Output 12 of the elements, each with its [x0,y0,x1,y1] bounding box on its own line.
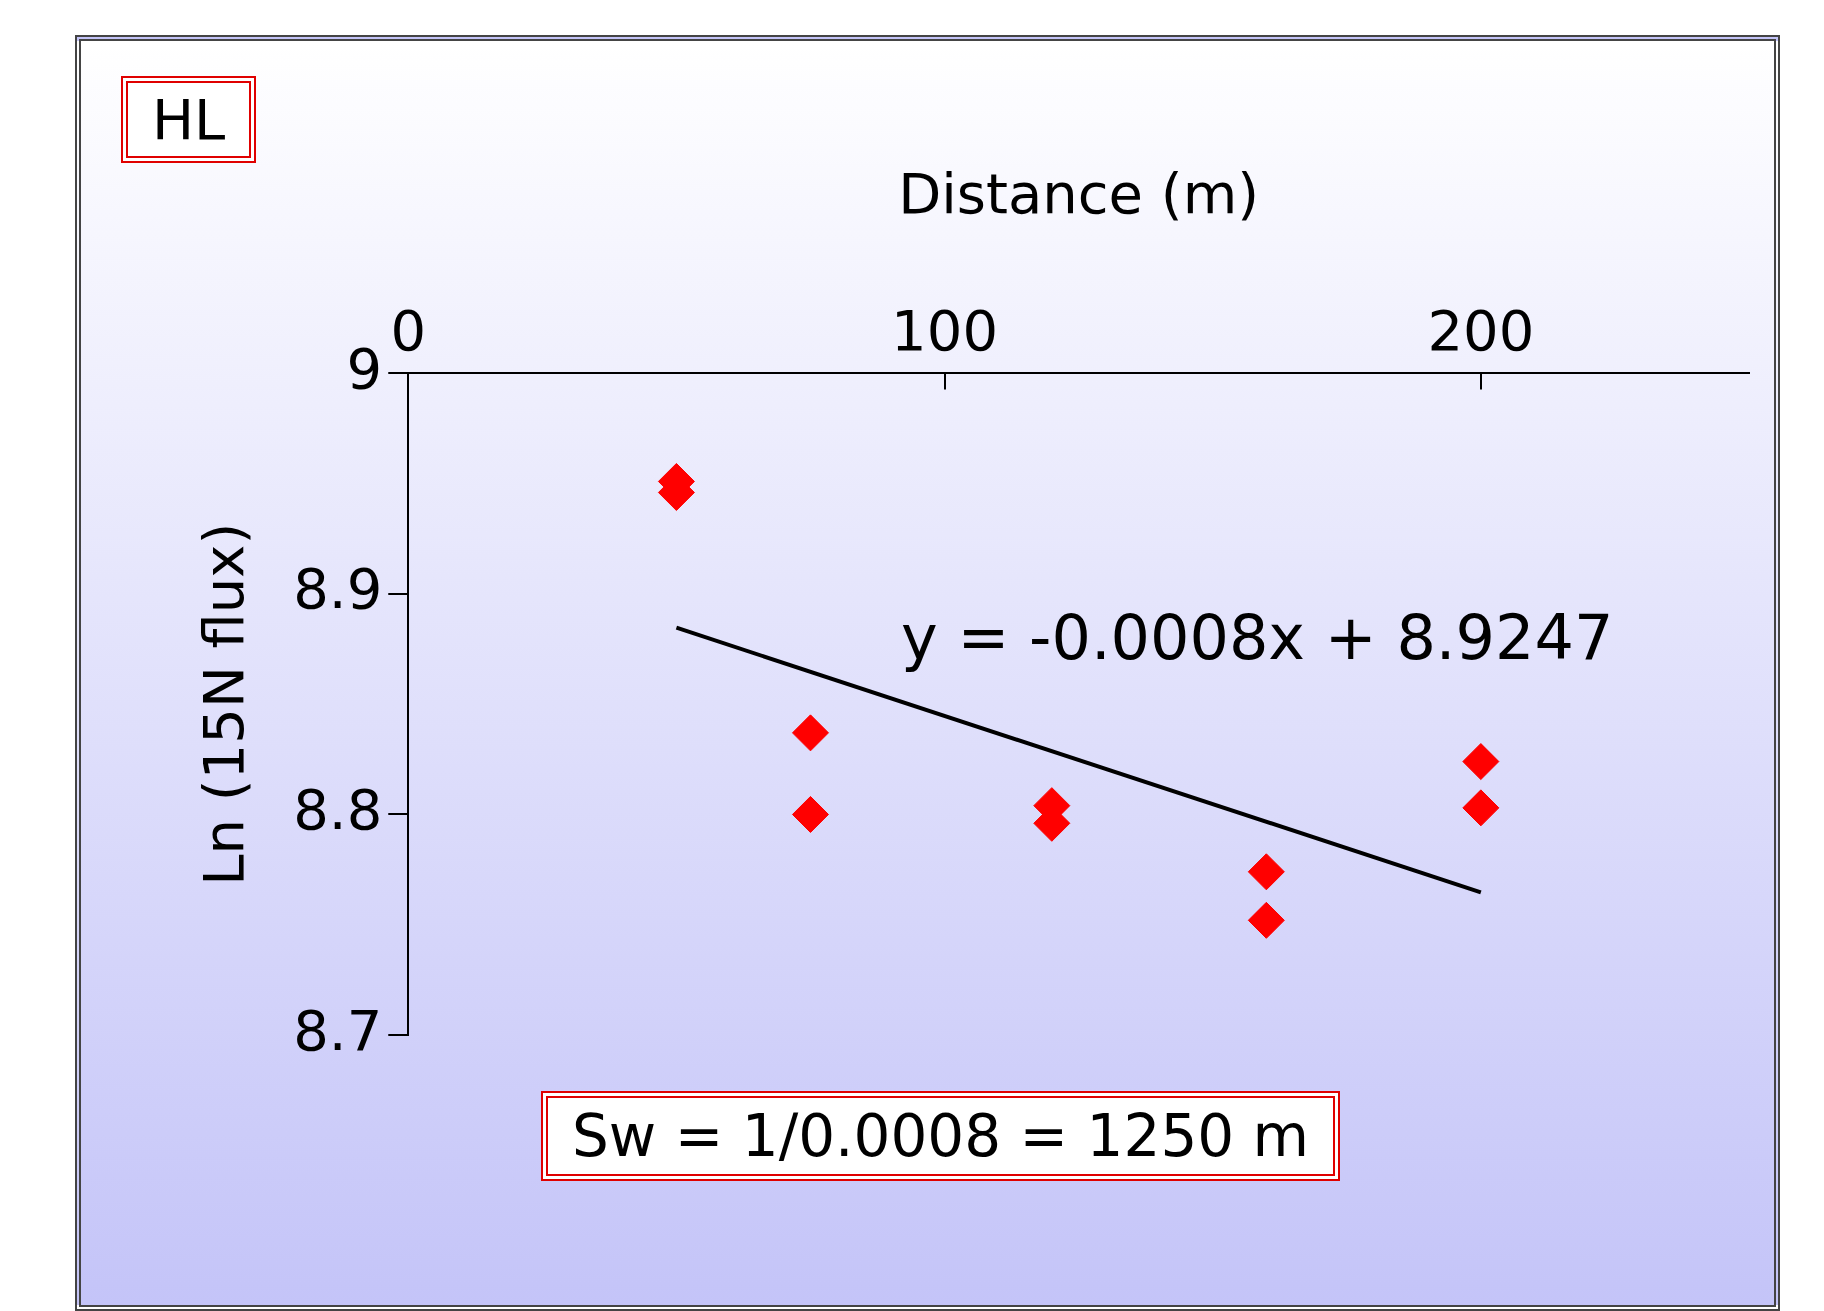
y-tick-label: 8.8 [293,777,383,843]
y-tick-label: 9 [346,335,383,401]
x-axis-title: Distance (m) [898,161,1260,227]
text: HL [121,76,257,163]
y-axis-title: Ln (15N flux) [191,522,257,886]
x-tick-label: 100 [891,298,998,364]
y-tick-label: 8.7 [293,997,383,1063]
y-tick-label: 8.9 [293,556,383,622]
x-tick-label: 200 [1427,298,1535,364]
text: Sw = 1/0.0008 = 1250 m [541,1091,1341,1181]
x-tick-label: 0 [390,298,427,364]
annotation: y = -0.0008x + 8.9247 [901,601,1614,674]
